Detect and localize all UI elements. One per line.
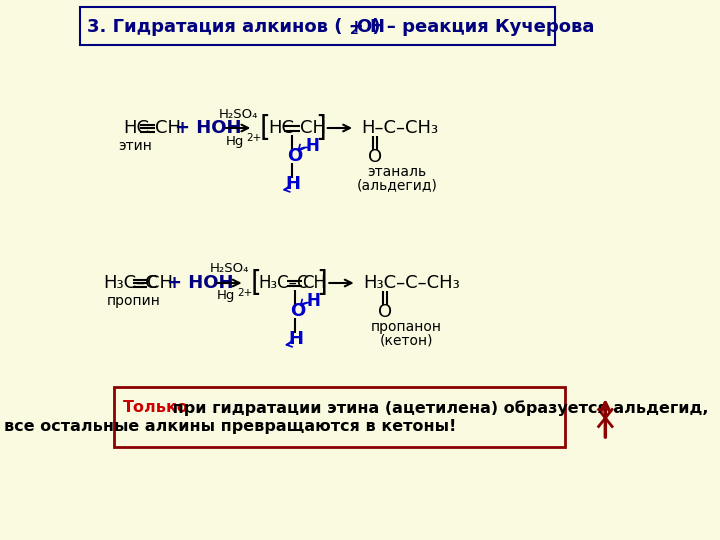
Text: + HOH: + HOH bbox=[166, 274, 233, 292]
Text: O) – реакция Кучерова: O) – реакция Кучерова bbox=[357, 18, 595, 36]
Text: O: O bbox=[378, 303, 392, 321]
FancyBboxPatch shape bbox=[114, 387, 564, 447]
Text: H₃C–C: H₃C–C bbox=[103, 274, 158, 292]
Text: HC: HC bbox=[123, 119, 149, 137]
Text: H–C–CH₃: H–C–CH₃ bbox=[361, 119, 438, 137]
Text: H: H bbox=[306, 137, 320, 155]
Text: CH: CH bbox=[302, 274, 325, 292]
Text: 2+: 2+ bbox=[238, 288, 253, 298]
Text: O: O bbox=[287, 147, 302, 165]
Text: H: H bbox=[307, 292, 320, 310]
Text: 2: 2 bbox=[350, 24, 359, 37]
Text: этин: этин bbox=[118, 139, 152, 153]
FancyBboxPatch shape bbox=[80, 7, 555, 45]
Text: (альдегид): (альдегид) bbox=[356, 178, 438, 192]
Text: этаналь: этаналь bbox=[367, 165, 427, 179]
Text: (кетон): (кетон) bbox=[380, 333, 433, 347]
Text: CH: CH bbox=[155, 119, 181, 137]
Text: [: [ bbox=[251, 269, 261, 297]
Text: + HOH: + HOH bbox=[175, 119, 242, 137]
Text: H₃C–C: H₃C–C bbox=[258, 274, 310, 292]
Text: O: O bbox=[289, 302, 305, 320]
Text: Только: Только bbox=[123, 401, 189, 415]
Text: при гидратации этина (ацетилена) образуется альдегид,: при гидратации этина (ацетилена) образуе… bbox=[166, 400, 708, 416]
Text: CH: CH bbox=[300, 119, 326, 137]
Text: H₃C–C–CH₃: H₃C–C–CH₃ bbox=[363, 274, 459, 292]
Text: H₂SO₄: H₂SO₄ bbox=[218, 107, 258, 120]
Text: пропанон: пропанон bbox=[371, 320, 442, 334]
Text: Hg: Hg bbox=[226, 134, 244, 147]
Text: все остальные алкины превращаются в кетоны!: все остальные алкины превращаются в кето… bbox=[4, 420, 456, 435]
Text: 3. Гидратация алкинов ( + H: 3. Гидратация алкинов ( + H bbox=[87, 18, 385, 36]
Text: Hg: Hg bbox=[217, 289, 235, 302]
Text: HC: HC bbox=[269, 119, 294, 137]
Text: ]: ] bbox=[315, 114, 326, 142]
Text: [: [ bbox=[260, 114, 271, 142]
Text: H: H bbox=[286, 175, 301, 193]
Text: ]: ] bbox=[316, 269, 327, 297]
Text: O: O bbox=[368, 148, 382, 166]
Text: 2+: 2+ bbox=[246, 133, 261, 143]
Text: H₂SO₄: H₂SO₄ bbox=[210, 262, 249, 275]
Text: CH: CH bbox=[148, 274, 174, 292]
Text: пропин: пропин bbox=[107, 294, 160, 308]
Text: H: H bbox=[288, 330, 303, 348]
